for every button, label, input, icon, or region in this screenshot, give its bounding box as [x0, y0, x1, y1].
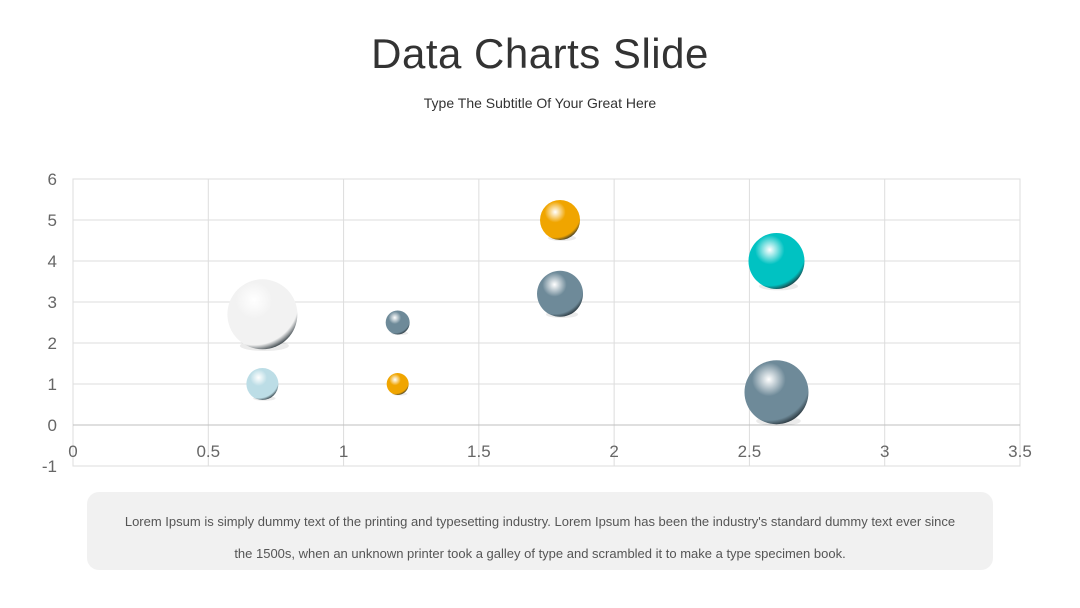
- data-bubble: [748, 233, 805, 289]
- data-bubble: [246, 368, 279, 400]
- x-tick-label: 0: [68, 442, 77, 461]
- y-tick-label: 0: [48, 416, 57, 435]
- x-tick-label: 3.5: [1008, 442, 1032, 461]
- x-tick-label: 0.5: [196, 442, 220, 461]
- y-tick-label: 5: [48, 211, 57, 230]
- caption-text: Lorem Ipsum is simply dummy text of the …: [87, 492, 993, 570]
- data-bubble: [386, 373, 409, 395]
- slide-subtitle: Type The Subtitle Of Your Great Here: [423, 95, 657, 111]
- x-tick-label: 3: [880, 442, 889, 461]
- data-bubble: [744, 360, 809, 425]
- x-tick-label: 2: [609, 442, 618, 461]
- y-tick-label: 6: [48, 170, 57, 189]
- y-tick-label: 4: [48, 252, 57, 271]
- y-tick-label: 1: [48, 375, 57, 394]
- x-tick-label: 1: [339, 442, 348, 461]
- x-tick-label: 2.5: [738, 442, 762, 461]
- slide-title: Data Charts Slide: [371, 30, 709, 77]
- y-tick-label: 2: [48, 334, 57, 353]
- bubble-chart: 0 0.5 1 1.5 2 2.5 3 3.5 -1 0 1 2 3 4 5 6: [42, 170, 1032, 476]
- x-tick-label: 1.5: [467, 442, 491, 461]
- data-bubble: [537, 270, 584, 317]
- y-tick-label: 3: [48, 293, 57, 312]
- data-bubble: [385, 310, 410, 335]
- data-bubble: [540, 200, 581, 240]
- y-tick-label: -1: [42, 457, 57, 476]
- data-bubble: [227, 279, 298, 350]
